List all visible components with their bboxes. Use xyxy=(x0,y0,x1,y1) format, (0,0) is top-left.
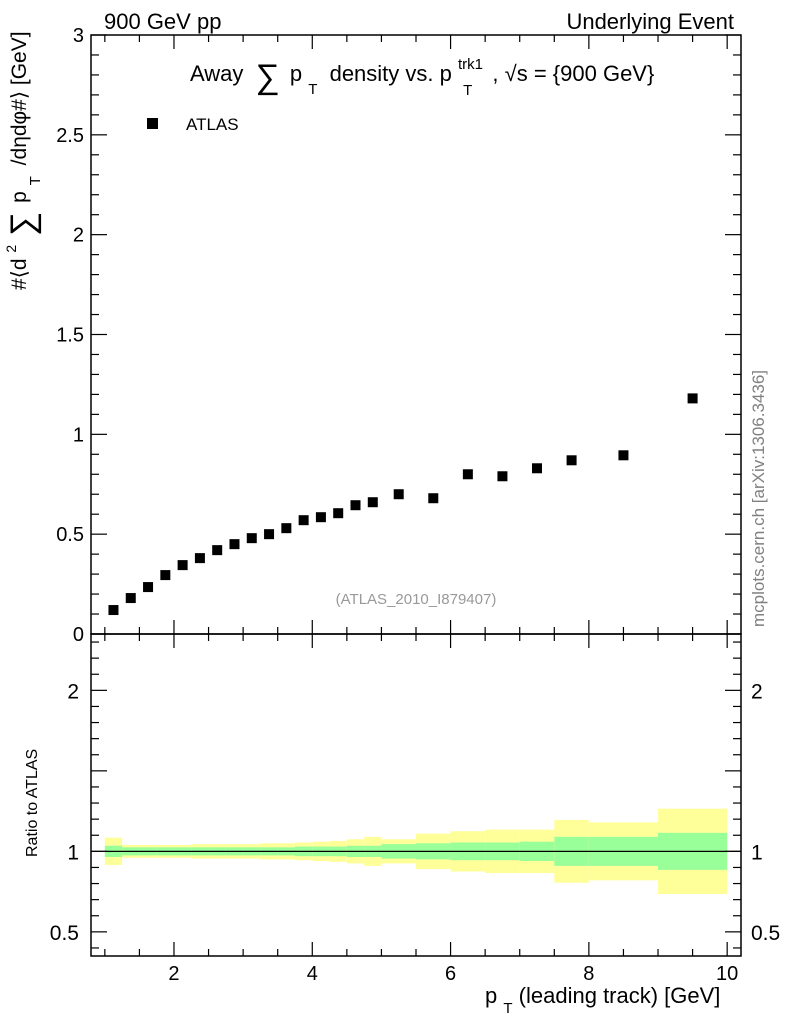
x-tick-label: 2 xyxy=(168,963,179,985)
data-point-18 xyxy=(462,469,473,480)
data-point-3 xyxy=(160,570,171,581)
ylabel-p: p xyxy=(8,191,31,203)
main-y-tick-label: 2.5 xyxy=(56,125,84,147)
x-tick-label: 10 xyxy=(716,963,738,985)
xlabel-rest: (leading track) [GeV] xyxy=(519,983,721,1008)
header-category: Underlying Event xyxy=(566,9,734,34)
title-sub-t2: T xyxy=(463,82,472,99)
ratio-y-tick-label-right: 1 xyxy=(751,841,763,864)
ratio-y-axis-label: Ratio to ATLAS xyxy=(24,749,41,857)
data-point-1 xyxy=(125,593,136,604)
data-point-22 xyxy=(618,450,629,461)
data-point-5 xyxy=(194,553,205,564)
ratio-panel-ticks xyxy=(91,634,741,956)
main-y-tick-label: 2 xyxy=(73,225,84,247)
data-point-2 xyxy=(143,582,154,593)
data-point-12 xyxy=(315,512,326,523)
title-sup-trk1: trk1 xyxy=(458,56,483,73)
data-point-7 xyxy=(229,539,240,550)
x-tick-label: 8 xyxy=(583,963,594,985)
legend-marker xyxy=(147,118,158,129)
ratio-y-tick-label-left: 0.5 xyxy=(50,922,79,945)
title-sub-t: T xyxy=(308,81,317,98)
x-tick-label: 4 xyxy=(307,963,318,985)
ylabel-pre: #⟨d xyxy=(8,258,31,290)
data-point-15 xyxy=(367,497,378,508)
data-points-group xyxy=(108,393,698,616)
data-point-10 xyxy=(281,523,292,534)
main-y-tick-label: 1.5 xyxy=(56,325,84,347)
data-point-9 xyxy=(264,529,275,540)
main-y-tick-label: 0.5 xyxy=(56,524,84,546)
analysis-tag: (ATLAS_2010_I879407) xyxy=(336,591,497,608)
title-sum-symbol: ∑ xyxy=(256,58,280,96)
data-point-20 xyxy=(532,463,543,474)
main-y-tick-label: 3 xyxy=(73,25,84,47)
legend-label: ATLAS xyxy=(186,115,239,134)
ratio-y-tick-label-right: 0.5 xyxy=(751,922,780,945)
main-y-tick-label: 1 xyxy=(73,424,84,446)
data-point-0 xyxy=(108,605,119,616)
main-panel-ticks xyxy=(91,34,741,635)
data-point-8 xyxy=(246,533,257,544)
data-point-11 xyxy=(298,515,309,526)
main-y-tick-label: 0 xyxy=(73,624,84,646)
x-tick-label: 6 xyxy=(445,963,456,985)
watermark: mcplots.cern.ch [arXiv:1306.3436] xyxy=(749,370,768,627)
plot-title: Away ∑ p T density vs. p trk1 T , √s = {… xyxy=(190,49,654,100)
data-point-17 xyxy=(428,493,439,504)
header-collision: 900 GeV pp xyxy=(104,9,222,34)
x-axis-label: p T (leading track) [GeV] xyxy=(485,983,720,1018)
ylabel-sum: ∑ xyxy=(4,212,42,236)
data-point-21 xyxy=(566,455,577,466)
data-point-6 xyxy=(212,545,223,556)
title-middle: density vs. p xyxy=(330,61,452,86)
xlabel-p: p xyxy=(485,983,497,1008)
title-suffix: , √s = {900 GeV} xyxy=(492,61,654,86)
ratio-panel-frame xyxy=(90,633,742,957)
main-y-axis-label: #⟨d 2 ∑ p T /dηdφ#⟩ [GeV] xyxy=(0,31,45,290)
data-point-19 xyxy=(497,471,508,482)
ratio-tick-labels: 0.5 0.5 1 1 2 2 2 4 6 8 10 xyxy=(50,680,780,985)
ratio-y-tick-label-left: 2 xyxy=(67,680,79,703)
ratio-y-tick-label-right: 2 xyxy=(751,680,763,703)
title-p: p xyxy=(290,61,302,86)
main-y-tick-labels: 0 0.5 1 1.5 2 2.5 3 xyxy=(56,25,84,646)
data-point-13 xyxy=(333,508,344,519)
title-prefix: Away xyxy=(190,61,243,86)
data-point-4 xyxy=(177,560,188,571)
ylabel-sub-t: T xyxy=(27,176,44,185)
data-point-14 xyxy=(350,500,361,511)
xlabel-sub-t: T xyxy=(503,1000,512,1017)
ylabel-post: /dηdφ#⟩ [GeV] xyxy=(8,31,31,165)
ylabel-sq: 2 xyxy=(3,245,19,253)
data-point-23 xyxy=(687,393,698,404)
ratio-y-tick-label-left: 1 xyxy=(67,841,79,864)
data-point-16 xyxy=(393,489,404,500)
